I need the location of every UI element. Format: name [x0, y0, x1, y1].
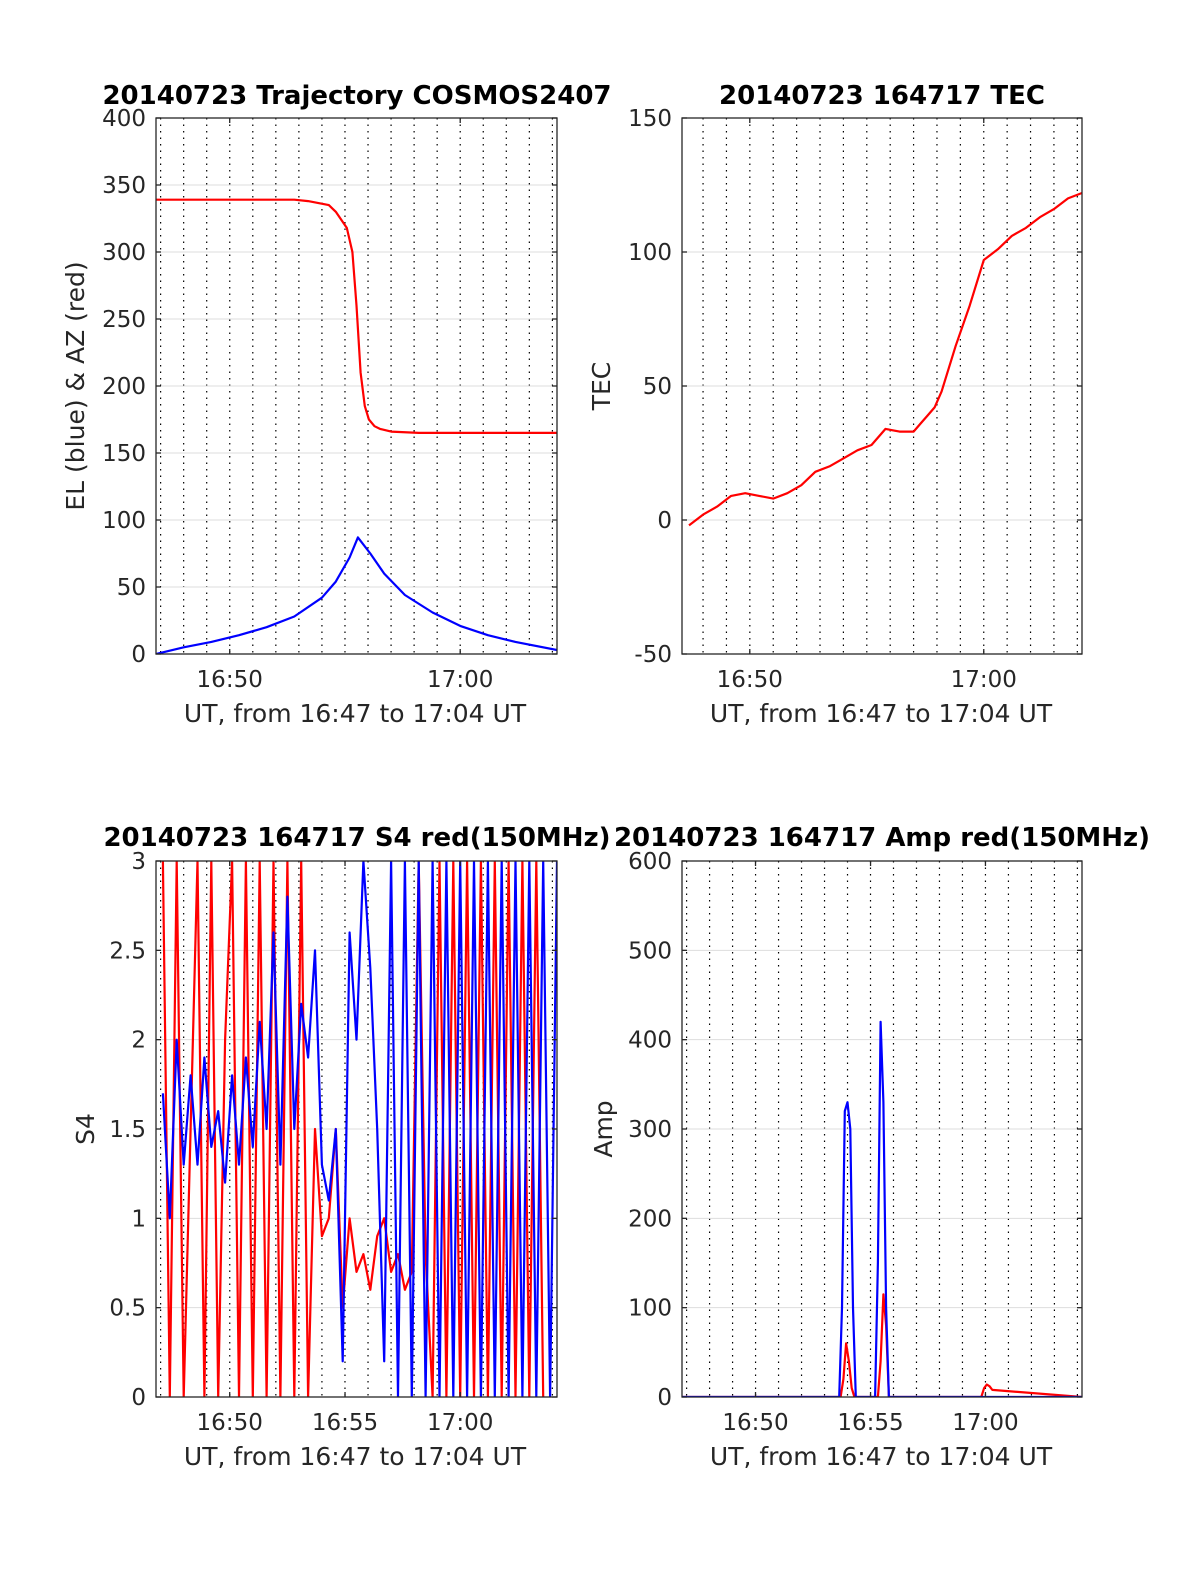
plot-area: 0 0.5 1 1.5 2 2.5 3 16:50 16:55 17:00	[109, 849, 558, 1436]
y-tick-label: 0	[657, 508, 672, 534]
x-tick-label: 16:55	[837, 1410, 903, 1436]
x-tick-label: 17:00	[427, 667, 493, 693]
y-tick-label: 400	[102, 106, 146, 132]
x-axis-label: UT, from 16:47 to 17:04 UT	[184, 1442, 527, 1471]
y-tick-label: 100	[628, 1296, 672, 1322]
y-tick-label: 1	[131, 1206, 146, 1232]
plot-area: 0 100 200 300 400 500 600 16:50 16:55 17:00	[628, 849, 1083, 1436]
x-tick-label: 16:50	[197, 667, 263, 693]
series-line-red	[161, 861, 545, 1397]
y-tick-label: -50	[634, 642, 672, 668]
series-line-red	[682, 1293, 1082, 1397]
x-axis-label: UT, from 16:47 to 17:04 UT	[710, 699, 1053, 728]
y-tick-label: 0	[131, 642, 146, 668]
y-tick-label: 50	[643, 374, 672, 400]
y-tick-label: 2.5	[109, 938, 146, 964]
x-tick-label: 16:55	[312, 1410, 378, 1436]
y-tick-label: 300	[102, 240, 146, 266]
series-line-red	[688, 191, 1082, 527]
series-line-blue	[682, 1020, 1082, 1397]
y-tick-label: 0	[131, 1385, 146, 1411]
y-axis-label: TEC	[587, 362, 616, 412]
panel-title: 20140723 Trajectory COSMOS2407	[102, 81, 611, 111]
panel-trajectory: 20140723 Trajectory COSMOS2407 0 50 100 150…	[61, 81, 612, 728]
y-tick-label: 2	[131, 1028, 146, 1054]
y-axis-label: S4	[71, 1113, 100, 1145]
y-tick-label: 150	[102, 441, 146, 467]
panel-title: 20140723 164717 S4 red(150MHz)	[103, 823, 610, 853]
panel-amp: 20140723 164717 Amp red(150MHz) 0 100 200 3…	[589, 823, 1150, 1471]
x-tick-label: 16:50	[717, 667, 783, 693]
y-tick-label: 100	[102, 508, 146, 534]
y-axis-label: EL (blue) & AZ (red)	[61, 261, 90, 510]
y-tick-label: 350	[102, 173, 146, 199]
panel-title: 20140723 164717 Amp red(150MHz)	[614, 823, 1150, 853]
y-tick-label: 300	[628, 1117, 672, 1143]
x-axis-label: UT, from 16:47 to 17:04 UT	[710, 1442, 1053, 1471]
y-tick-label: 0	[657, 1385, 672, 1411]
y-tick-label: 3	[131, 849, 146, 875]
y-tick-label: 150	[628, 106, 672, 132]
y-axis-label: Amp	[589, 1100, 618, 1157]
series-line-red	[156, 198, 557, 434]
plot-area: 0 50 100 150 200 250 300 350 400 16:50 17:00	[102, 106, 558, 693]
series-line-blue	[156, 536, 557, 654]
y-tick-label: 200	[102, 374, 146, 400]
y-tick-label: 250	[102, 307, 146, 333]
x-tick-label: 17:00	[951, 667, 1017, 693]
panel-s4: 20140723 164717 S4 red(150MHz) 0 0.5 1 1.5 2…	[71, 823, 611, 1471]
panel-title: 20140723 164717 TEC	[719, 81, 1045, 111]
y-tick-label: 0.5	[109, 1296, 146, 1322]
panel-tec: 20140723 164717 TEC -50 0 50 100 150 16:50 17:…	[587, 81, 1083, 728]
x-tick-label: 17:00	[427, 1410, 493, 1436]
y-tick-label: 400	[628, 1028, 672, 1054]
y-tick-label: 100	[628, 240, 672, 266]
x-tick-label: 17:00	[952, 1410, 1018, 1436]
series-line-blue	[161, 861, 557, 1397]
plot-area: -50 0 50 100 150 16:50 17:00	[628, 106, 1083, 693]
x-tick-label: 16:50	[722, 1410, 788, 1436]
y-tick-label: 200	[628, 1206, 672, 1232]
x-axis-label: UT, from 16:47 to 17:04 UT	[184, 699, 527, 728]
y-tick-label: 500	[628, 938, 672, 964]
y-tick-label: 1.5	[109, 1117, 146, 1143]
y-tick-label: 50	[117, 575, 146, 601]
y-tick-label: 600	[628, 849, 672, 875]
x-tick-label: 16:50	[197, 1410, 263, 1436]
